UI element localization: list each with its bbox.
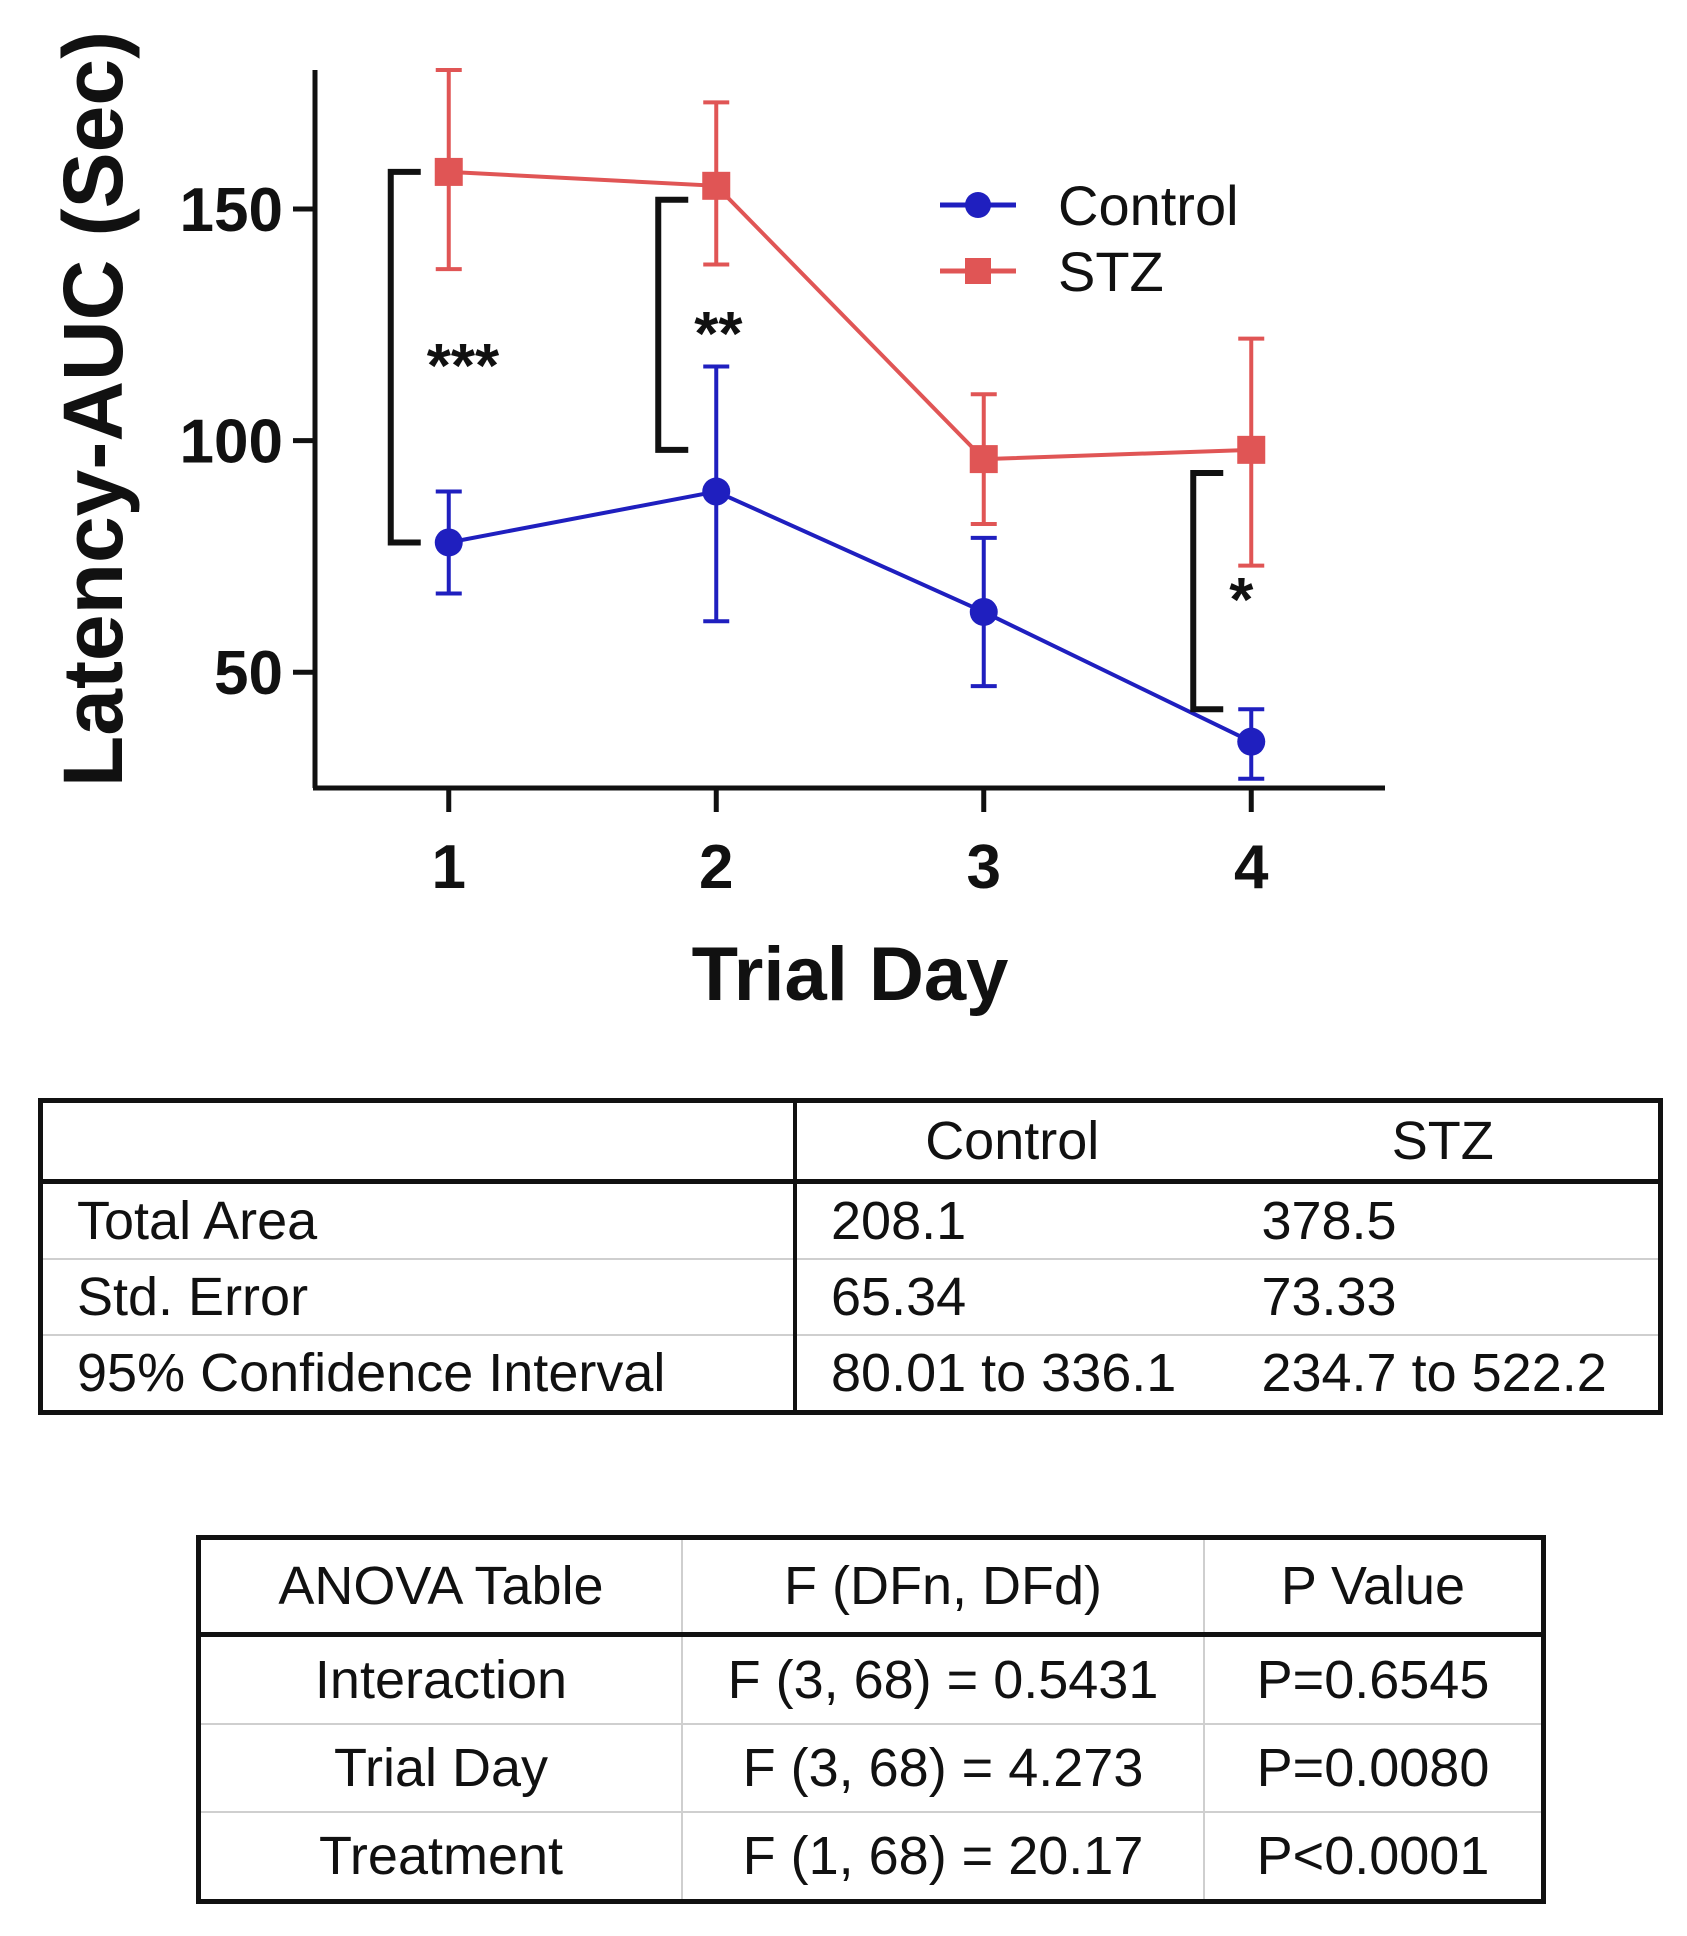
anova-header-cell: P Value [1204,1537,1544,1637]
x-tick-label: 3 [967,833,1001,902]
auc-header-row: Control STZ [40,1100,1661,1184]
data-point [702,171,731,200]
auc-row-label: Total Area [40,1181,797,1260]
table-row: Interaction F (3, 68) = 0.5431 P=0.6545 [198,1634,1544,1725]
series-control [434,364,1266,781]
y-tick-label: 150 [180,176,283,245]
auc-row-label: Std. Error [40,1259,797,1336]
auc-table: Control STZ Total Area 208.1 378.5 Std. … [38,1098,1663,1415]
table-row: Std. Error 65.34 73.33 [40,1259,1661,1336]
auc-header-cell: STZ [1227,1100,1661,1184]
series-line [448,489,1253,744]
series-line [448,169,1252,462]
significance-bracket: ** [655,196,743,453]
anova-row-label: Treatment [198,1812,683,1902]
table-row: Total Area 208.1 378.5 [40,1181,1661,1260]
significance-label: ** [694,300,743,369]
legend-marker [965,258,991,284]
anova-cell: F (3, 68) = 0.5431 [682,1634,1205,1725]
data-point [969,597,998,626]
auc-header-cell: Control [795,1100,1228,1184]
bracket-line [387,168,421,546]
table-row: Trial Day F (3, 68) = 4.273 P=0.0080 [198,1724,1544,1813]
data-point [434,528,463,557]
series-stz [434,68,1266,568]
x-axis-title: Trial Day [692,932,1009,1017]
auc-header-cell [40,1100,797,1184]
auc-cell: 80.01 to 336.1 [831,1343,1177,1403]
y-axis-title: Latency-AUC (Sec) [46,31,140,787]
anova-cell: P=0.0080 [1204,1724,1544,1813]
data-point [969,445,998,474]
anova-header-cell: ANOVA Table [198,1537,683,1637]
legend-marker [965,192,991,218]
auc-cell: 65.34 [795,1259,1228,1336]
anova-header-row: ANOVA Table F (DFn, DFd) P Value [198,1537,1544,1637]
significance-label: *** [427,332,500,401]
table-row: 95% Confidence Interval 80.01 to 336.1 2… [40,1335,1661,1413]
anova-cell: F (3, 68) = 4.273 [682,1724,1205,1813]
anova-cell: P<0.0001 [1256,1826,1490,1886]
data-point [434,157,463,186]
data-point [702,477,731,506]
bracket-line [1190,470,1224,713]
auc-row-label: 95% Confidence Interval [40,1335,797,1413]
x-tick-label: 1 [432,833,466,902]
bracket-line [655,196,689,453]
legend-label: STZ [1058,240,1164,303]
data-point [1237,435,1266,464]
auc-cell: 378.5 [1227,1181,1661,1260]
anova-cell: P=0.6545 [1204,1634,1544,1725]
significance-bracket: *** [387,168,500,546]
y-tick-label: 100 [180,408,283,477]
anova-table: ANOVA Table F (DFn, DFd) P Value Interac… [196,1535,1546,1904]
significance-label: * [1229,566,1254,635]
x-tick-label: 2 [699,833,733,902]
anova-header-cell: F (DFn, DFd) [682,1537,1205,1637]
table-row: Treatment F (1, 68) = 20.17 P<0.0001 [198,1812,1544,1902]
x-tick-label: 4 [1234,833,1269,902]
auc-cell: 208.1 [795,1181,1228,1260]
auc-cell: 73.33 [1227,1259,1661,1336]
legend-label: Control [1058,174,1239,237]
auc-cell: 234.7 to 522.2 [1261,1343,1607,1403]
significance-bracket: * [1190,470,1254,713]
anova-cell: F (1, 68) = 20.17 [682,1812,1205,1902]
anova-row-label: Interaction [198,1634,683,1725]
data-point [1237,727,1266,756]
y-tick-label: 50 [214,639,283,708]
anova-row-label: Trial Day [198,1724,683,1813]
